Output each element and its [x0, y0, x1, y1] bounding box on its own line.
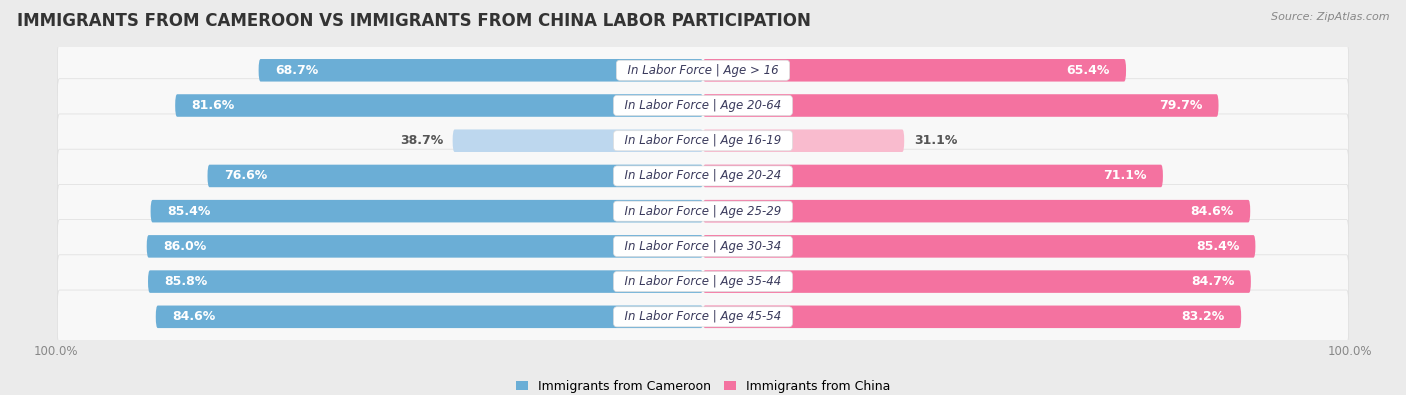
Text: In Labor Force | Age 35-44: In Labor Force | Age 35-44: [617, 275, 789, 288]
Text: 38.7%: 38.7%: [399, 134, 443, 147]
FancyBboxPatch shape: [703, 59, 1126, 81]
FancyBboxPatch shape: [58, 79, 1348, 132]
Text: 79.7%: 79.7%: [1159, 99, 1202, 112]
FancyBboxPatch shape: [146, 235, 703, 258]
FancyBboxPatch shape: [58, 43, 1348, 97]
FancyBboxPatch shape: [703, 130, 904, 152]
Text: In Labor Force | Age 20-24: In Labor Force | Age 20-24: [617, 169, 789, 182]
Text: 86.0%: 86.0%: [163, 240, 207, 253]
Text: Source: ZipAtlas.com: Source: ZipAtlas.com: [1271, 12, 1389, 22]
FancyBboxPatch shape: [453, 130, 703, 152]
FancyBboxPatch shape: [208, 165, 703, 187]
Text: In Labor Force | Age 30-34: In Labor Force | Age 30-34: [617, 240, 789, 253]
FancyBboxPatch shape: [58, 220, 1348, 273]
FancyBboxPatch shape: [58, 114, 1348, 167]
Text: 68.7%: 68.7%: [274, 64, 318, 77]
FancyBboxPatch shape: [703, 94, 1219, 117]
Text: In Labor Force | Age 25-29: In Labor Force | Age 25-29: [617, 205, 789, 218]
Text: 85.4%: 85.4%: [1195, 240, 1239, 253]
FancyBboxPatch shape: [58, 184, 1348, 238]
FancyBboxPatch shape: [703, 306, 1241, 328]
Text: 84.7%: 84.7%: [1191, 275, 1234, 288]
Text: In Labor Force | Age > 16: In Labor Force | Age > 16: [620, 64, 786, 77]
FancyBboxPatch shape: [148, 270, 703, 293]
Text: 85.4%: 85.4%: [167, 205, 211, 218]
FancyBboxPatch shape: [703, 235, 1256, 258]
FancyBboxPatch shape: [703, 200, 1250, 222]
FancyBboxPatch shape: [176, 94, 703, 117]
FancyBboxPatch shape: [703, 165, 1163, 187]
Text: 85.8%: 85.8%: [165, 275, 208, 288]
Text: In Labor Force | Age 16-19: In Labor Force | Age 16-19: [617, 134, 789, 147]
Text: In Labor Force | Age 45-54: In Labor Force | Age 45-54: [617, 310, 789, 324]
FancyBboxPatch shape: [150, 200, 703, 222]
Text: IMMIGRANTS FROM CAMEROON VS IMMIGRANTS FROM CHINA LABOR PARTICIPATION: IMMIGRANTS FROM CAMEROON VS IMMIGRANTS F…: [17, 12, 811, 30]
Legend: Immigrants from Cameroon, Immigrants from China: Immigrants from Cameroon, Immigrants fro…: [510, 375, 896, 395]
Text: 84.6%: 84.6%: [172, 310, 215, 324]
Text: 71.1%: 71.1%: [1104, 169, 1147, 182]
FancyBboxPatch shape: [156, 306, 703, 328]
Text: 31.1%: 31.1%: [914, 134, 957, 147]
Text: In Labor Force | Age 20-64: In Labor Force | Age 20-64: [617, 99, 789, 112]
Text: 76.6%: 76.6%: [224, 169, 267, 182]
FancyBboxPatch shape: [703, 270, 1251, 293]
Text: 84.6%: 84.6%: [1191, 205, 1234, 218]
FancyBboxPatch shape: [259, 59, 703, 81]
Text: 65.4%: 65.4%: [1066, 64, 1109, 77]
FancyBboxPatch shape: [58, 290, 1348, 344]
Text: 81.6%: 81.6%: [191, 99, 235, 112]
FancyBboxPatch shape: [58, 149, 1348, 203]
FancyBboxPatch shape: [58, 255, 1348, 308]
Text: 83.2%: 83.2%: [1181, 310, 1225, 324]
